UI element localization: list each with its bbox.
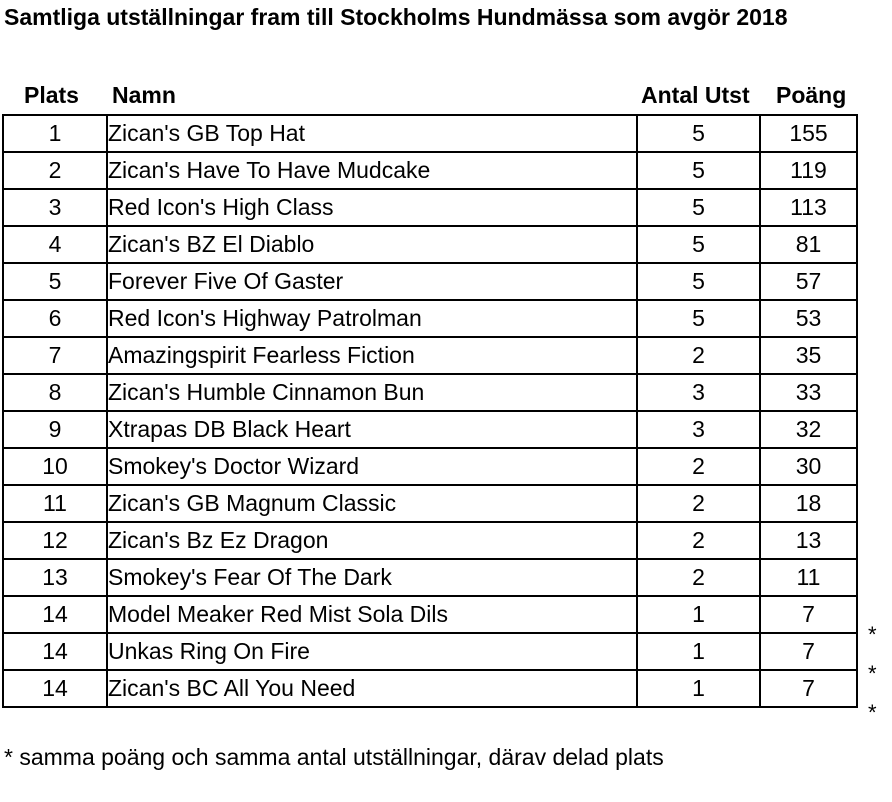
cell-poang: 13 (759, 521, 858, 560)
cell-antal-utst: 5 (636, 151, 761, 190)
cell-namn: Red Icon's High Class (106, 188, 638, 227)
cell-namn: Zican's GB Top Hat (106, 114, 638, 153)
cell-poang: 81 (759, 225, 858, 264)
header-plats: Plats (24, 82, 79, 108)
table-row: 5 Forever Five Of Gaster 5 57 (2, 262, 858, 301)
cell-namn: Smokey's Fear Of The Dark (106, 558, 638, 597)
cell-poang: 57 (759, 262, 858, 301)
cell-poang: 33 (759, 373, 858, 412)
cell-poang: 32 (759, 410, 858, 449)
cell-plats: 14 (2, 595, 108, 634)
cell-poang: 113 (759, 188, 858, 227)
cell-plats: 12 (2, 521, 108, 560)
cell-namn: Amazingspirit Fearless Fiction (106, 336, 638, 375)
cell-plats: 13 (2, 558, 108, 597)
table-row: 2 Zican's Have To Have Mudcake 5 119 (2, 151, 858, 190)
table-row: 14 Model Meaker Red Mist Sola Dils 1 7 (2, 595, 858, 634)
table-row: 11 Zican's GB Magnum Classic 2 18 (2, 484, 858, 523)
cell-namn: Zican's BC All You Need (106, 669, 638, 708)
cell-antal-utst: 5 (636, 188, 761, 227)
cell-namn: Model Meaker Red Mist Sola Dils (106, 595, 638, 634)
cell-antal-utst: 2 (636, 336, 761, 375)
table-row: 6 Red Icon's Highway Patrolman 5 53 (2, 299, 858, 338)
cell-plats: 3 (2, 188, 108, 227)
cell-antal-utst: 2 (636, 558, 761, 597)
cell-namn: Zican's Have To Have Mudcake (106, 151, 638, 190)
cell-namn: Xtrapas DB Black Heart (106, 410, 638, 449)
cell-plats: 8 (2, 373, 108, 412)
cell-poang: 119 (759, 151, 858, 190)
cell-poang: 7 (759, 595, 858, 634)
cell-antal-utst: 5 (636, 299, 761, 338)
cell-plats: 14 (2, 632, 108, 671)
table-row: 1 Zican's GB Top Hat 5 155 (2, 114, 858, 153)
cell-namn: Red Icon's Highway Patrolman (106, 299, 638, 338)
cell-poang: 18 (759, 484, 858, 523)
cell-plats: 4 (2, 225, 108, 264)
cell-plats: 6 (2, 299, 108, 338)
cell-namn: Smokey's Doctor Wizard (106, 447, 638, 486)
cell-plats: 11 (2, 484, 108, 523)
cell-namn: Unkas Ring On Fire (106, 632, 638, 671)
table-row: 14 Zican's BC All You Need 1 7 (2, 669, 858, 708)
asterisk-marker: * (868, 661, 877, 686)
results-table: 1 Zican's GB Top Hat 5 155 2 Zican's Have To … (2, 114, 858, 708)
cell-poang: 35 (759, 336, 858, 375)
table-row: 10 Smokey's Doctor Wizard 2 30 (2, 447, 858, 486)
cell-namn: Forever Five Of Gaster (106, 262, 638, 301)
cell-poang: 30 (759, 447, 858, 486)
header-namn: Namn (112, 82, 176, 108)
cell-namn: Zican's BZ El Diablo (106, 225, 638, 264)
cell-poang: 53 (759, 299, 858, 338)
cell-antal-utst: 3 (636, 373, 761, 412)
table-row: 7 Amazingspirit Fearless Fiction 2 35 (2, 336, 858, 375)
table-row: 8 Zican's Humble Cinnamon Bun 3 33 (2, 373, 858, 412)
cell-plats: 1 (2, 114, 108, 153)
cell-poang: 7 (759, 632, 858, 671)
cell-plats: 5 (2, 262, 108, 301)
table-row: 9 Xtrapas DB Black Heart 3 32 (2, 410, 858, 449)
cell-plats: 9 (2, 410, 108, 449)
cell-poang: 11 (759, 558, 858, 597)
header-poang: Poäng (776, 82, 847, 108)
cell-antal-utst: 5 (636, 262, 761, 301)
header-antal-utst: Antal Utst (641, 82, 750, 108)
results-table-body: 1 Zican's GB Top Hat 5 155 2 Zican's Have To … (2, 114, 858, 708)
cell-namn: Zican's GB Magnum Classic (106, 484, 638, 523)
footnote: * samma poäng och samma antal utställnin… (4, 744, 664, 770)
cell-plats: 14 (2, 669, 108, 708)
cell-antal-utst: 2 (636, 484, 761, 523)
cell-namn: Zican's Humble Cinnamon Bun (106, 373, 638, 412)
cell-poang: 7 (759, 669, 858, 708)
table-row: 4 Zican's BZ El Diablo 5 81 (2, 225, 858, 264)
cell-plats: 7 (2, 336, 108, 375)
table-row: 13 Smokey's Fear Of The Dark 2 11 (2, 558, 858, 597)
cell-antal-utst: 2 (636, 521, 761, 560)
cell-poang: 155 (759, 114, 858, 153)
cell-antal-utst: 5 (636, 225, 761, 264)
cell-plats: 10 (2, 447, 108, 486)
asterisk-marker: * (868, 622, 877, 647)
page-title: Samtliga utställningar fram till Stockho… (4, 4, 788, 30)
cell-antal-utst: 2 (636, 447, 761, 486)
cell-antal-utst: 5 (636, 114, 761, 153)
table-row: 12 Zican's Bz Ez Dragon 2 13 (2, 521, 858, 560)
cell-plats: 2 (2, 151, 108, 190)
cell-antal-utst: 1 (636, 632, 761, 671)
cell-antal-utst: 1 (636, 595, 761, 634)
cell-namn: Zican's Bz Ez Dragon (106, 521, 638, 560)
cell-antal-utst: 3 (636, 410, 761, 449)
cell-antal-utst: 1 (636, 669, 761, 708)
table-row: 14 Unkas Ring On Fire 1 7 (2, 632, 858, 671)
table-row: 3 Red Icon's High Class 5 113 (2, 188, 858, 227)
asterisk-marker: * (868, 700, 877, 725)
